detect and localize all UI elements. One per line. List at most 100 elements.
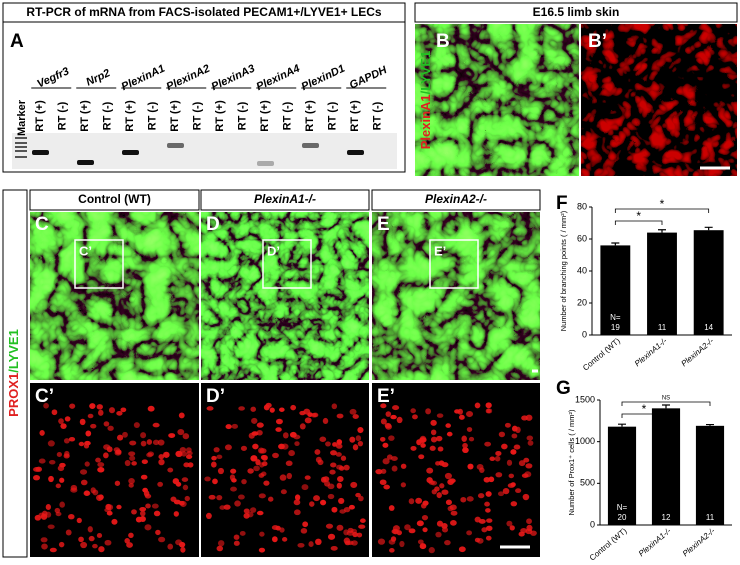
nucleus: [294, 494, 301, 501]
nucleus: [502, 488, 510, 495]
bar: [651, 408, 681, 525]
nucleus: [48, 459, 56, 465]
lane-label: RT (-): [101, 101, 113, 130]
nucleus: [515, 488, 522, 494]
nucleus: [304, 475, 311, 480]
nucleus: [339, 509, 346, 514]
nucleus: [388, 505, 395, 511]
nucleus: [399, 540, 405, 548]
nucleus: [513, 444, 521, 450]
nucleus: [319, 436, 327, 442]
nucleus: [281, 537, 288, 542]
nucleus: [426, 467, 434, 474]
nucleus: [408, 528, 416, 534]
ladder-band: [15, 146, 27, 148]
significance-bracket: [614, 220, 663, 225]
nucleus: [462, 447, 469, 454]
nucleus: [260, 454, 267, 460]
inset-box: [429, 239, 479, 289]
nucleus: [360, 518, 366, 523]
column-header-box: [29, 189, 200, 211]
x-tick-label: PlexinA1-/-: [637, 526, 673, 558]
panel-label: B: [436, 31, 450, 52]
nucleus: [436, 435, 443, 442]
bar: [607, 426, 637, 525]
stain-part: PlexinA1: [418, 94, 433, 149]
nucleus: [253, 465, 260, 472]
nucleus: [139, 515, 146, 523]
lane-label: RT (-): [56, 101, 68, 130]
nucleus: [348, 504, 355, 510]
significance-bracket: [621, 413, 667, 418]
column-header: PlexinA2-/-: [425, 192, 487, 206]
nucleus: [79, 469, 88, 475]
nucleus: [70, 487, 78, 493]
nucleus: [88, 535, 95, 542]
nucleus: [216, 545, 224, 552]
nucleus: [330, 450, 337, 456]
stain-label: PlexinA1/LYVE1: [418, 51, 433, 150]
nucleus: [39, 429, 45, 436]
nucleus: [68, 514, 75, 520]
nucleus: [380, 436, 386, 442]
lane-label: RT (+): [79, 100, 91, 132]
y-tick-label: 500: [580, 478, 595, 488]
nucleus: [430, 419, 437, 426]
nucleus: [511, 433, 518, 439]
nucleus: [386, 454, 393, 460]
nucleus: [83, 443, 90, 449]
nucleus: [158, 536, 166, 543]
nucleus: [213, 447, 220, 453]
nucleus: [380, 403, 387, 409]
nucleus: [64, 416, 71, 422]
nucleus: [379, 479, 387, 486]
nucleus: [314, 449, 321, 455]
nucleus: [279, 474, 287, 481]
nucleus: [128, 532, 134, 538]
nucleus: [140, 440, 147, 447]
nucleus: [477, 493, 485, 499]
nucleus: [410, 445, 417, 451]
nucleus: [257, 447, 265, 454]
nucleus: [250, 455, 258, 462]
nucleus: [170, 496, 177, 502]
nucleus: [38, 458, 46, 464]
y-tick-label: 0: [590, 519, 595, 529]
nucleus: [338, 497, 345, 504]
nucleus: [392, 525, 400, 532]
nucleus: [181, 477, 189, 482]
nucleus: [90, 487, 96, 494]
nucleus: [441, 527, 449, 533]
nucleus: [141, 459, 148, 465]
nucleus: [526, 435, 534, 441]
nucleus: [68, 437, 76, 442]
nucleus: [420, 443, 426, 448]
nucleus: [338, 466, 345, 471]
nucleus: [396, 416, 403, 424]
y-tick-label: 1000: [575, 436, 595, 446]
y-tick-label: 60: [577, 233, 587, 243]
nucleus: [325, 441, 331, 447]
nucleus: [497, 491, 505, 497]
column-header-box: [200, 189, 370, 211]
nucleus: [527, 440, 534, 446]
gel-band: [32, 150, 49, 155]
bar: [647, 232, 677, 335]
nucleus: [352, 414, 359, 419]
lane-label: RT (+): [304, 100, 316, 132]
nucleus: [275, 418, 283, 425]
nucleus: [525, 414, 533, 421]
nucleus: [434, 486, 440, 492]
nucleus: [116, 504, 122, 510]
panel-label: B’: [588, 31, 607, 52]
nucleus: [461, 435, 467, 442]
nucleus: [212, 478, 218, 485]
nucleus: [238, 406, 245, 411]
nucleus: [211, 455, 217, 461]
nucleus: [444, 472, 452, 480]
nucleus: [330, 545, 338, 551]
nucleus: [247, 468, 254, 474]
nucleus: [85, 430, 92, 437]
nucleus: [429, 445, 436, 451]
n-label: 14: [704, 323, 713, 332]
